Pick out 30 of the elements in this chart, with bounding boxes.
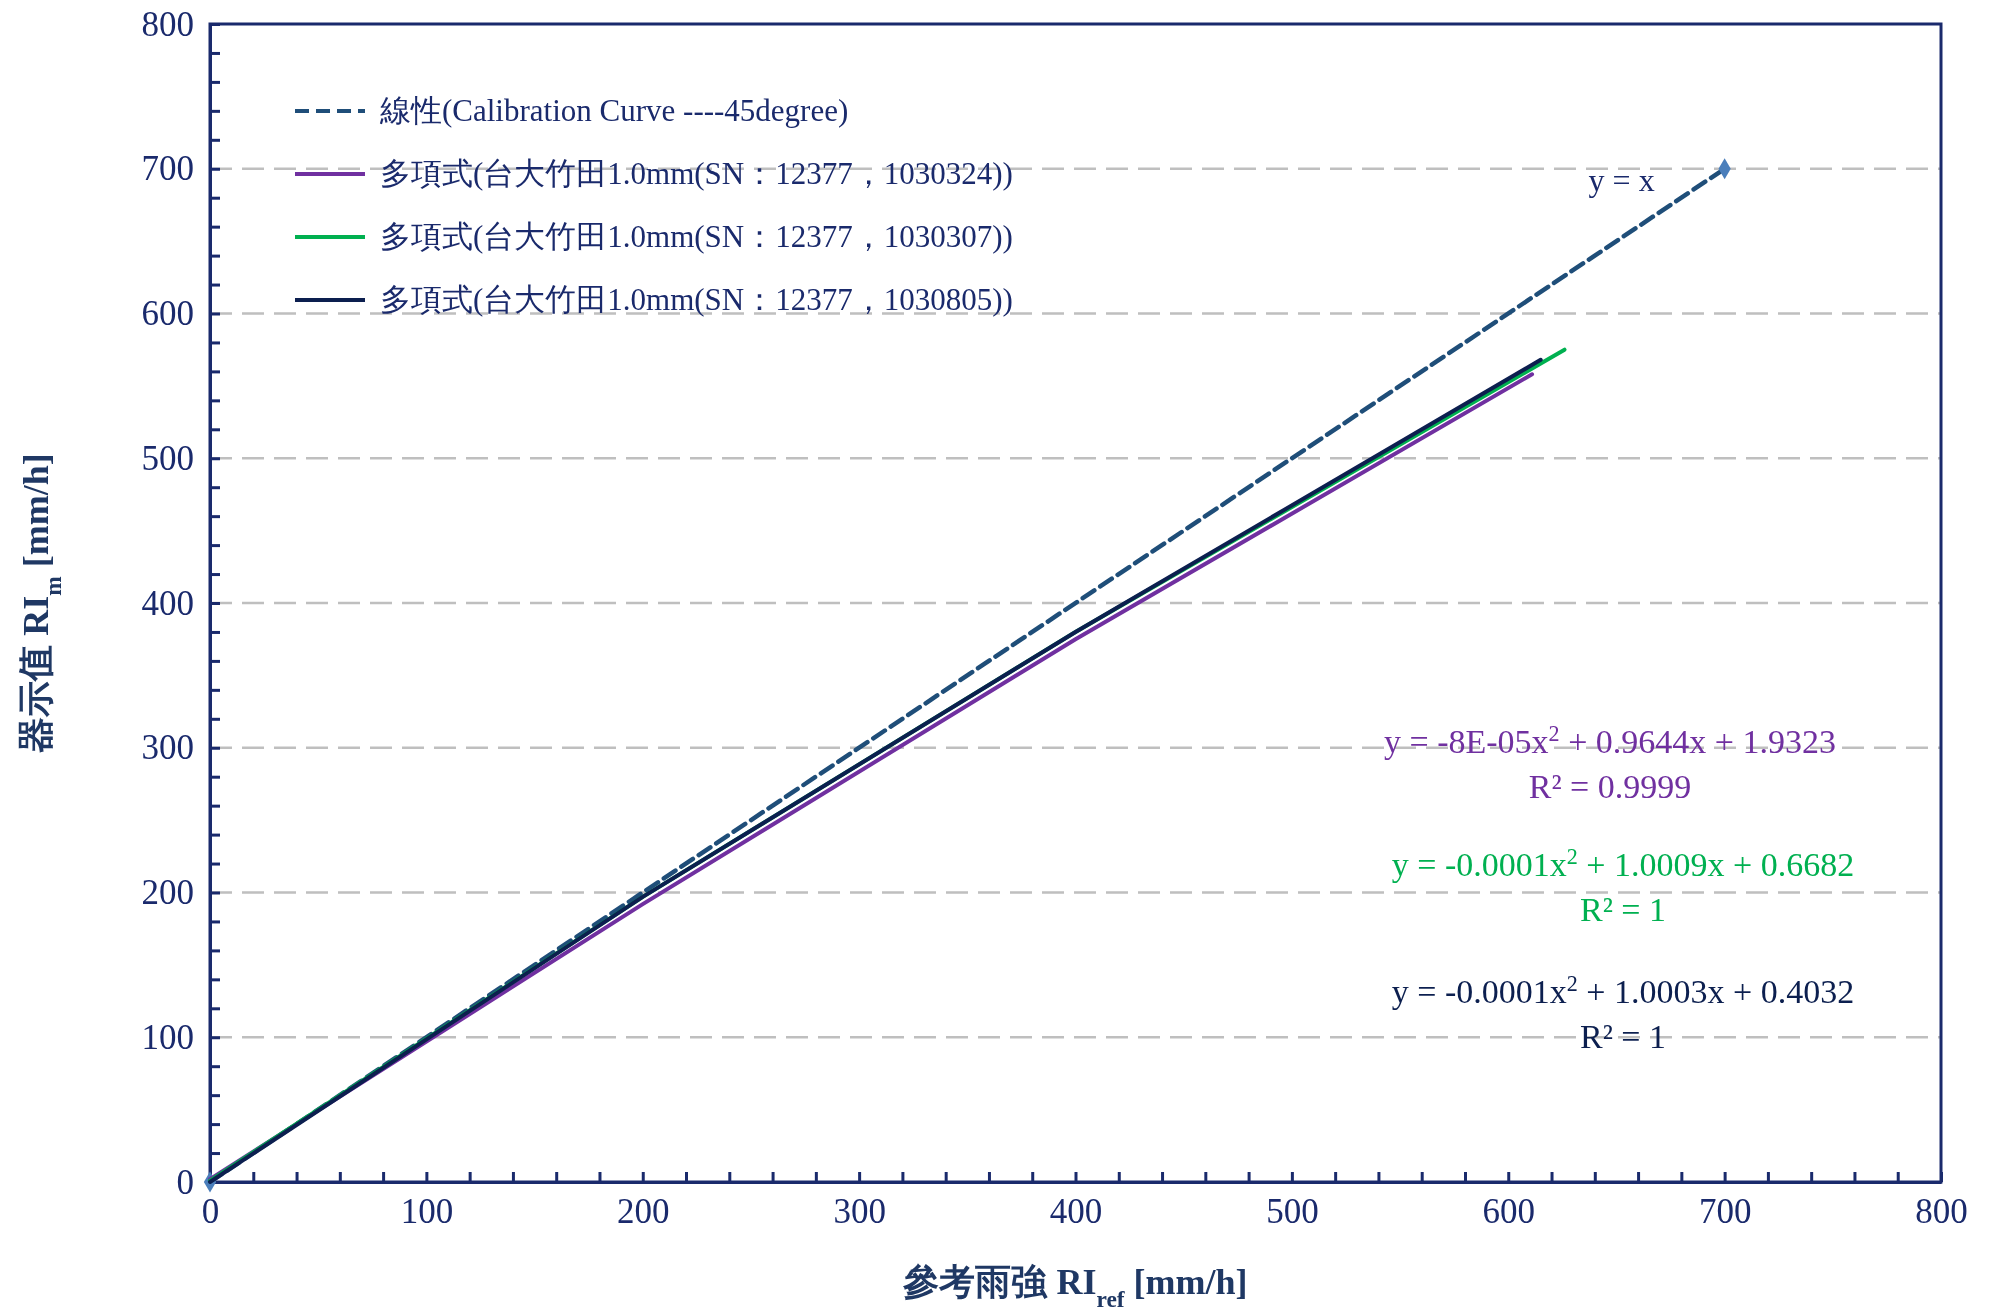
- x-axis-title: 參考雨強 RI$_{ref}$ [mm/h]: [902, 1262, 1248, 1308]
- y-tick-label: 300: [141, 728, 194, 768]
- legend-label: 多項式(台大竹田1.0mm(SN：12377，1030324)): [380, 156, 1013, 191]
- y-tick-label: 700: [141, 149, 194, 189]
- x-tick-label: 300: [833, 1191, 886, 1231]
- annotation: R² = 0.9999: [1528, 768, 1692, 805]
- x-tick-label: 800: [1915, 1191, 1968, 1231]
- y-tick-label: 200: [141, 873, 194, 913]
- annotation: y = x: [1588, 161, 1655, 198]
- annotation: R² = 1: [1579, 891, 1667, 928]
- x-tick-label: 0: [201, 1191, 220, 1231]
- legend-label: 線性(Calibration Curve ----45degree): [379, 93, 849, 128]
- x-tick-label: 700: [1698, 1191, 1752, 1231]
- x-tick-label: 400: [1049, 1191, 1103, 1231]
- y-tick-label: 800: [141, 4, 194, 44]
- x-tick-label: 100: [400, 1191, 454, 1231]
- legend-label: 多項式(台大竹田1.0mm(SN：12377，1030805)): [380, 282, 1013, 317]
- y-tick-label: 400: [141, 583, 194, 623]
- y-tick-label: 500: [141, 438, 194, 478]
- x-tick-label: 500: [1266, 1191, 1319, 1231]
- annotation: y = -0.0001x$^{2}$ + 1.0009x + 0.6682: [1391, 843, 1855, 883]
- x-tick-label: 200: [617, 1191, 670, 1231]
- annotation: y = -8E-05x$^{2}$ + 0.9644x + 1.9323: [1384, 720, 1836, 760]
- legend-label: 多項式(台大竹田1.0mm(SN：12377，1030307)): [380, 219, 1013, 254]
- x-tick-label: 600: [1482, 1191, 1535, 1231]
- y-tick-label: 600: [141, 294, 194, 334]
- annotation: R² = 1: [1579, 1018, 1667, 1055]
- y-tick-label: 0: [176, 1162, 194, 1202]
- y-tick-label: 100: [141, 1017, 194, 1057]
- annotation: y = -0.0001x$^{2}$ + 1.0003x + 0.4032: [1391, 970, 1855, 1010]
